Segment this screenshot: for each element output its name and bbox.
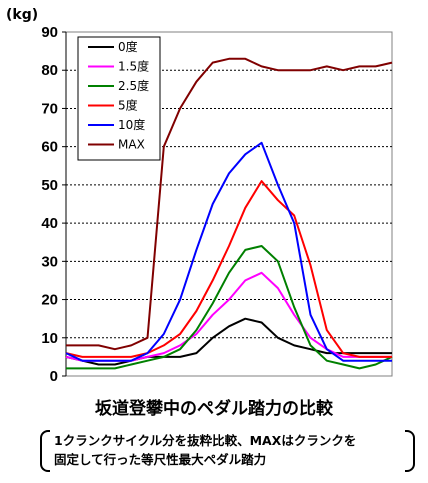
caption-line-1: 1クランクサイクル分を抜粋比較、MAXはクランクを (54, 433, 357, 448)
legend-label: MAX (118, 138, 145, 152)
y-axis-ticks: 0 10 20 30 40 50 60 70 80 90 (41, 24, 67, 385)
series-lines (65, 57, 393, 370)
legend-box (77, 36, 161, 161)
series-line (65, 317, 392, 366)
y-tick-label: 30 (41, 253, 58, 270)
legend: 0度 1.5度 2.5度 5度 10度 MAX (77, 36, 161, 161)
legend-label: 10度 (118, 117, 145, 132)
y-tick-label: 20 (41, 292, 58, 309)
chart-title: 坂道登攀中のペダル踏力の比較 (95, 399, 333, 419)
series-line (66, 245, 393, 370)
legend-label: 5度 (118, 98, 138, 113)
caption-note: 1クランクサイクル分を抜粋比較、MAXはクランクを 固定して行った等尺性最大ペダ… (40, 430, 415, 472)
caption-text: 1クランクサイクル分を抜粋比較、MAXはクランクを 固定して行った等尺性最大ペダ… (54, 431, 403, 469)
y-unit-label: (kg) (6, 7, 38, 23)
legend-label: 1.5度 (118, 59, 149, 74)
y-tick-label: 0 (50, 368, 58, 385)
caption-line-2: 固定して行った等尺性最大ペダル踏力 (54, 452, 267, 467)
y-tick-label: 40 (41, 215, 58, 232)
y-tick-label: 10 (41, 330, 58, 347)
y-tick-label: 90 (41, 24, 58, 41)
right-bracket (405, 430, 415, 472)
legend-label: 2.5度 (118, 78, 149, 93)
series-line (66, 57, 393, 351)
legend-label: 0度 (118, 39, 138, 54)
y-tick-label: 80 (41, 62, 58, 79)
series-line (65, 180, 392, 358)
y-tick-label: 60 (41, 139, 58, 156)
left-bracket (40, 430, 50, 472)
series-line (65, 141, 392, 362)
y-tick-label: 50 (41, 177, 58, 194)
pedal-force-chart: (kg) 0 10 20 30 40 50 60 70 80 90 0度 1.5度 2.5度 5度 10度… (6, 7, 393, 385)
y-tick-label: 70 (41, 100, 58, 117)
